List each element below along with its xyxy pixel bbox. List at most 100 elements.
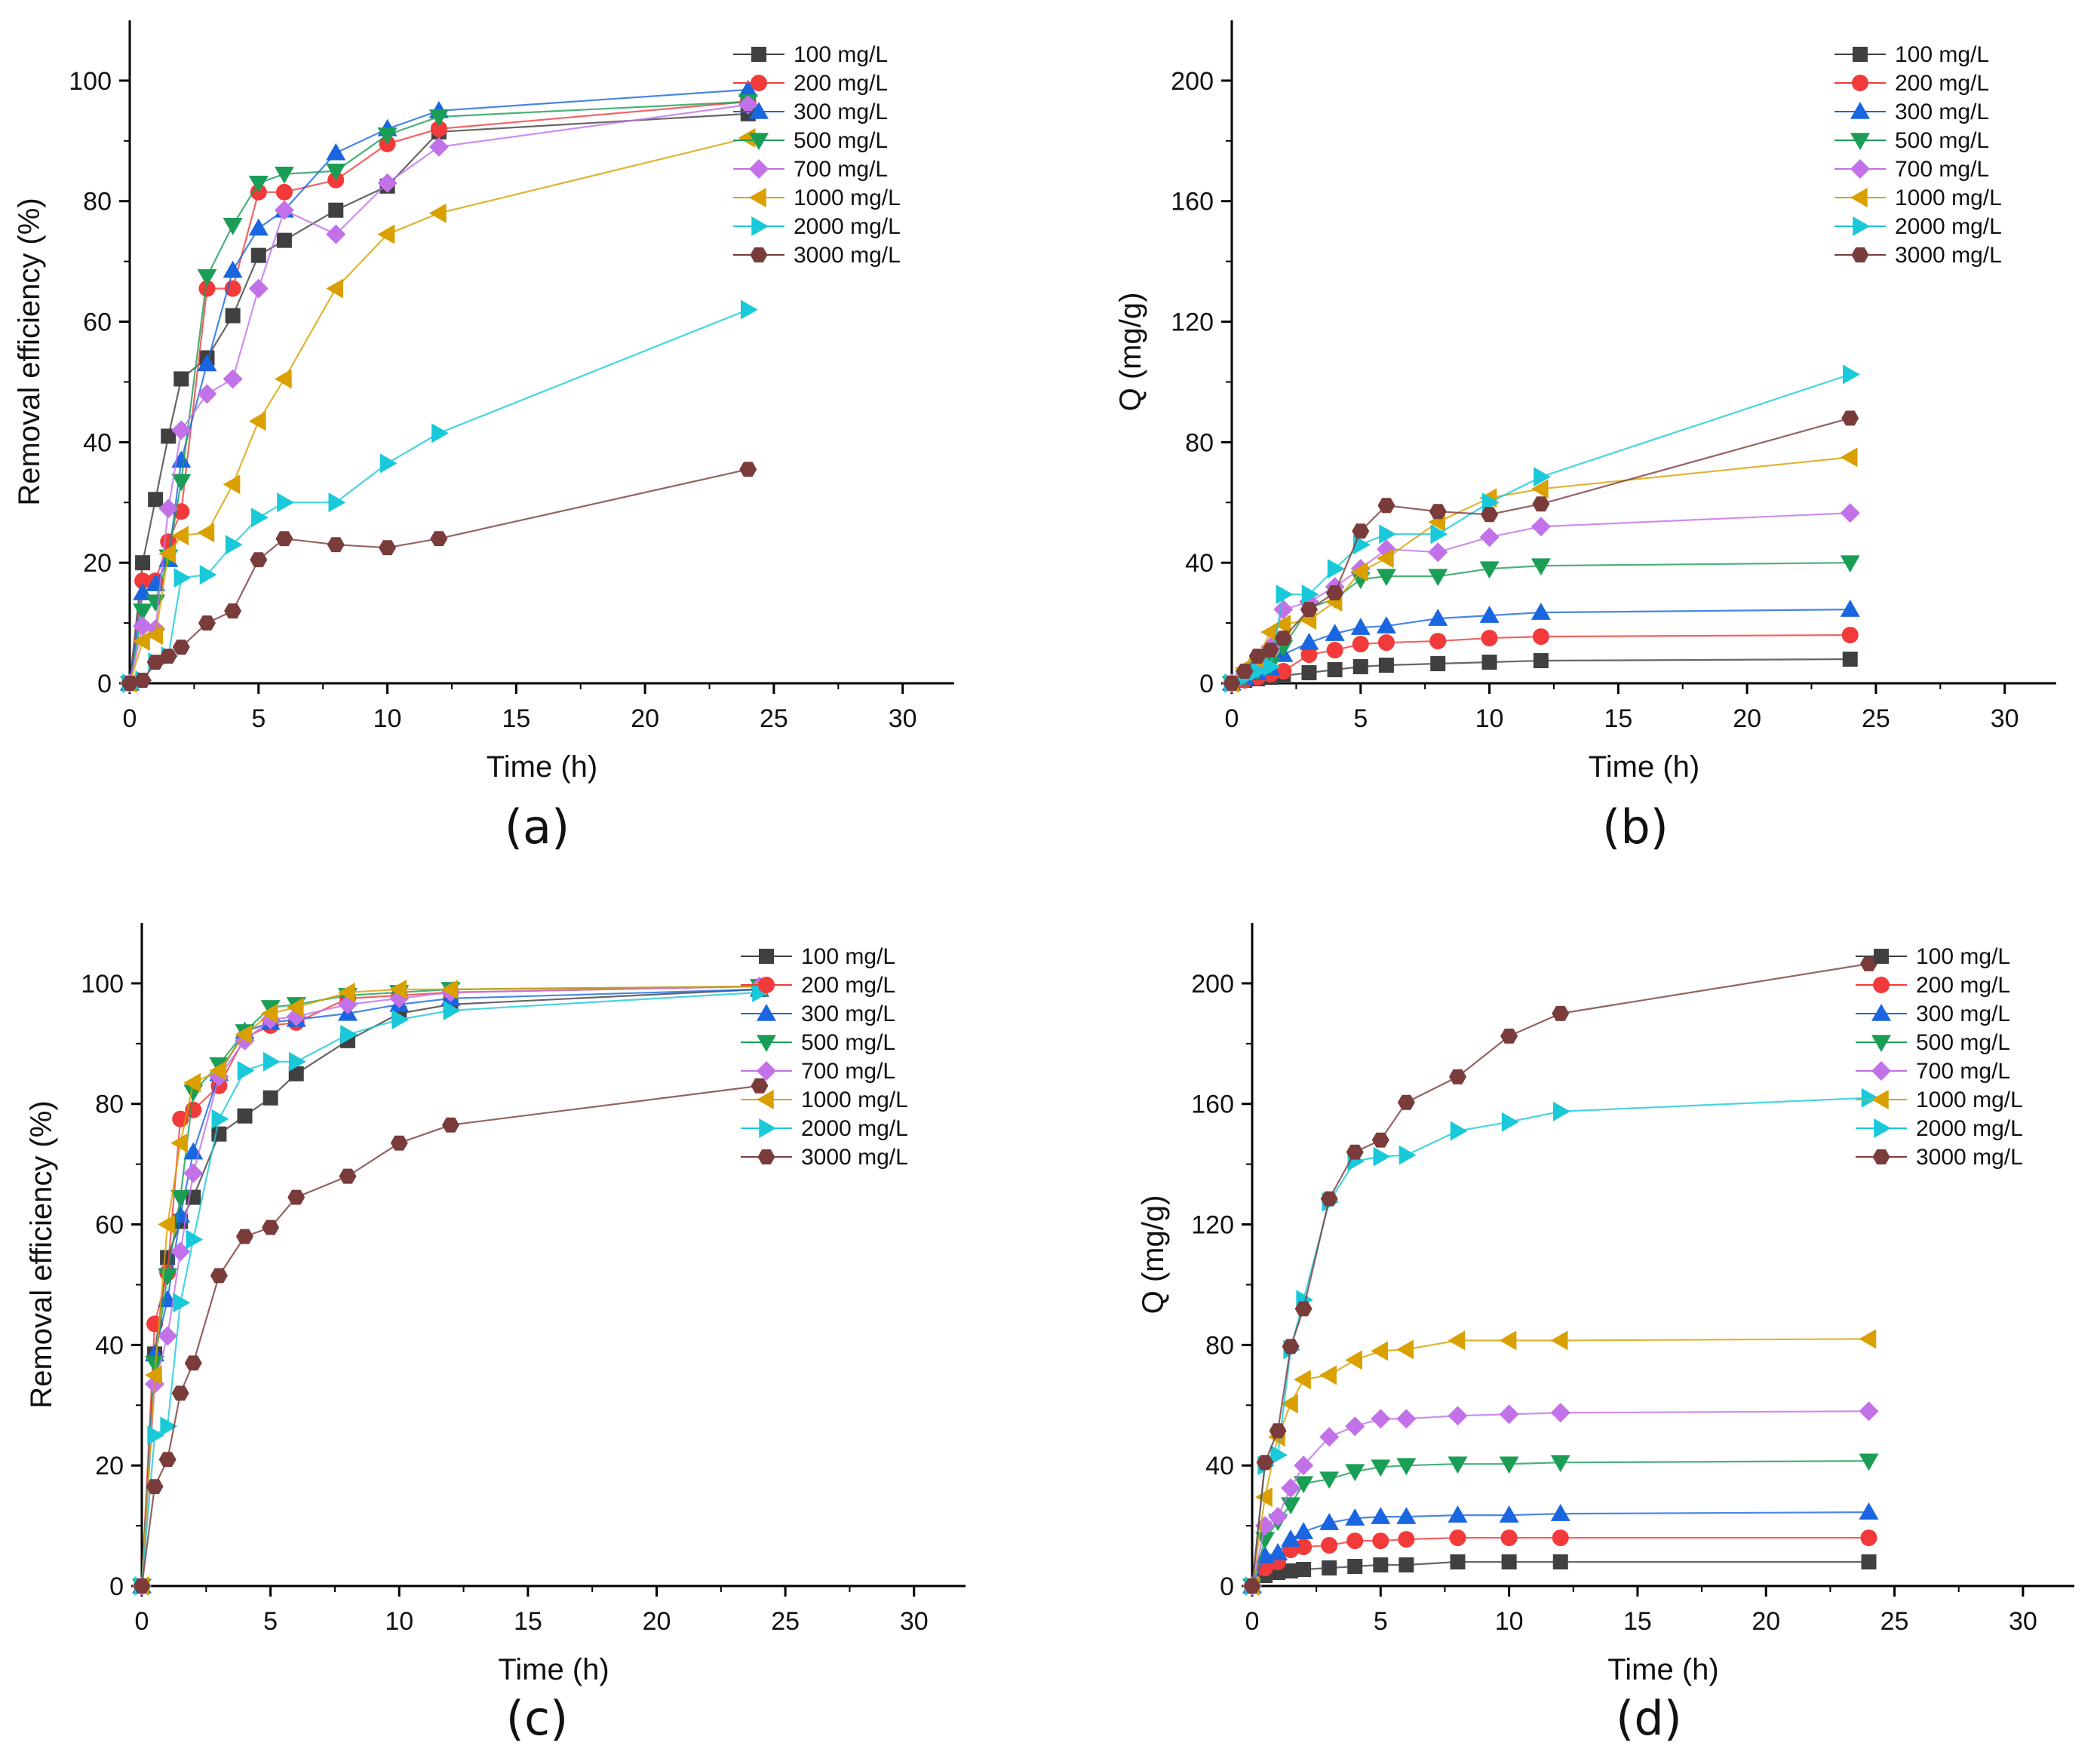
- x-tick-label: 15: [514, 1607, 542, 1636]
- data-point: [328, 492, 346, 513]
- series-line: [140, 988, 760, 1587]
- legend-label: 500 mg/L: [801, 1030, 895, 1055]
- y-tick-label: 120: [1191, 1211, 1234, 1240]
- data-point: [159, 649, 177, 664]
- data-point: [146, 1479, 164, 1495]
- legend-marker: [758, 977, 775, 993]
- data-point: [1255, 1487, 1273, 1508]
- y-axis-title: Q (mg/g): [1137, 1195, 1170, 1315]
- data-point: [1428, 609, 1448, 626]
- series-500-mg-L: [1242, 1453, 1879, 1596]
- data-point: [147, 1425, 165, 1446]
- data-point: [389, 979, 407, 999]
- series-line: [140, 1084, 760, 1587]
- data-point: [1859, 1453, 1879, 1471]
- series-line: [128, 100, 748, 684]
- y-tick-label: 120: [1171, 308, 1214, 337]
- data-point: [1250, 661, 1268, 682]
- data-point: [1352, 659, 1368, 675]
- y-tick-label: 0: [109, 1572, 124, 1601]
- data-point: [197, 354, 217, 372]
- x-tick-label: 30: [889, 704, 917, 733]
- data-point: [235, 1024, 253, 1045]
- data-point: [377, 173, 398, 193]
- data-point: [1448, 1505, 1468, 1523]
- data-point: [1283, 1563, 1299, 1579]
- legend-label: 3000 mg/L: [1916, 1145, 2023, 1170]
- data-point: [1448, 1406, 1468, 1426]
- data-point: [340, 1024, 358, 1045]
- data-point: [1379, 524, 1396, 545]
- data-point: [1372, 1532, 1389, 1550]
- legend-marker: [1874, 1118, 1891, 1138]
- data-point: [1294, 1456, 1314, 1476]
- data-point: [146, 625, 163, 646]
- data-point: [225, 535, 243, 555]
- data-point: [1300, 646, 1318, 664]
- data-point: [171, 1385, 189, 1401]
- series-line: [128, 88, 748, 684]
- series-500-mg-L: [132, 979, 769, 1596]
- series-line: [129, 468, 748, 685]
- data-point: [1376, 616, 1396, 634]
- data-point: [248, 411, 266, 431]
- data-point: [183, 1072, 201, 1093]
- data-point: [158, 499, 179, 519]
- x-tick-label: 10: [1475, 704, 1504, 733]
- data-point: [739, 462, 757, 477]
- data-point: [248, 218, 269, 236]
- y-tick-label: 80: [1185, 428, 1214, 457]
- y-tick-label: 80: [83, 188, 112, 216]
- data-point: [1530, 479, 1549, 499]
- series-200-mg-L: [121, 93, 757, 692]
- legend-marker: [757, 1149, 775, 1164]
- data-point: [133, 616, 153, 637]
- data-point: [1532, 628, 1549, 646]
- data-point: [1260, 622, 1278, 643]
- series-line: [140, 985, 760, 1587]
- data-point: [184, 1355, 202, 1371]
- series-line: [1231, 609, 1850, 684]
- data-point: [1501, 1112, 1519, 1132]
- data-point: [133, 631, 150, 652]
- data-point: [1294, 1370, 1311, 1390]
- legend-label: 2000 mg/L: [801, 1116, 908, 1141]
- data-point: [1861, 1088, 1879, 1108]
- legend-marker: [1871, 1090, 1889, 1109]
- data-point: [326, 224, 346, 244]
- data-point: [1500, 1028, 1518, 1044]
- data-point: [1377, 634, 1395, 652]
- data-point: [1843, 364, 1860, 385]
- legend-label: 500 mg/L: [1916, 1030, 2010, 1055]
- data-point: [170, 1189, 191, 1207]
- data-point: [326, 164, 346, 181]
- legend: 100 mg/L 200 mg/L 300 mg/L 500 mg/L 700 mg/L…: [1856, 944, 2023, 1170]
- y-tick-label: 20: [95, 1452, 124, 1480]
- data-point: [1428, 542, 1448, 563]
- data-point: [172, 640, 190, 655]
- legend-label: 700 mg/L: [1916, 1059, 2010, 1084]
- series-line: [140, 988, 760, 1587]
- data-point: [1398, 1145, 1417, 1165]
- data-point: [197, 384, 217, 404]
- data-point: [1236, 664, 1254, 679]
- series-3000-mg-L: [1223, 410, 1859, 691]
- data-point: [1263, 657, 1281, 677]
- data-point: [1448, 1456, 1468, 1474]
- legend-marker: [757, 1090, 774, 1109]
- data-point: [428, 203, 447, 223]
- data-point: [1281, 1529, 1301, 1547]
- data-point: [1481, 507, 1499, 523]
- data-point: [1530, 603, 1551, 620]
- data-point: [1430, 524, 1448, 545]
- data-point: [1840, 503, 1860, 523]
- data-point: [1319, 1471, 1340, 1489]
- x-tick-label: 5: [1374, 1607, 1388, 1636]
- data-point: [1326, 642, 1343, 659]
- data-point: [1321, 1537, 1338, 1554]
- series-100-mg-L: [122, 106, 756, 691]
- data-point: [183, 1163, 204, 1183]
- data-point: [286, 997, 304, 1017]
- x-axis-title: Time (h): [498, 1653, 609, 1686]
- data-point: [391, 1009, 410, 1029]
